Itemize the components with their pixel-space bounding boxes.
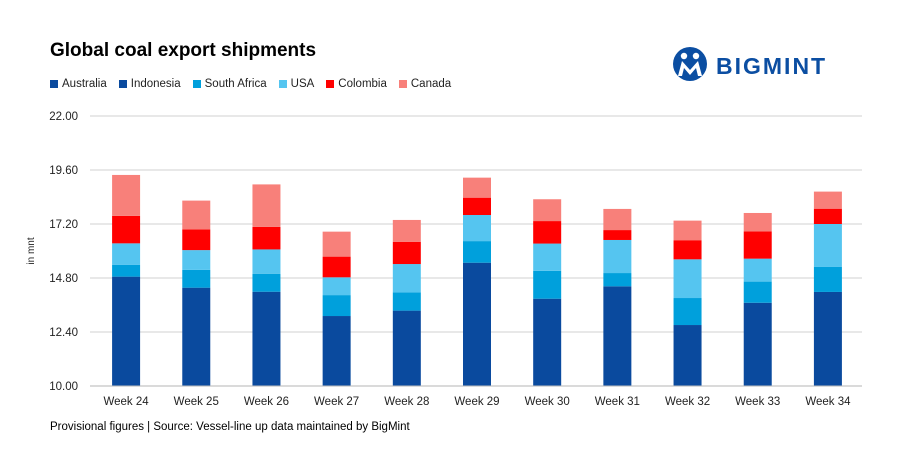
bar-segment-usa bbox=[533, 243, 562, 271]
source-note: Provisional figures | Source: Vessel-lin… bbox=[50, 421, 410, 433]
bar-segment-canada bbox=[813, 191, 842, 209]
bar-segment-south-africa bbox=[322, 295, 351, 317]
bar-segment-colombia bbox=[743, 231, 772, 259]
bar-segment-canada bbox=[392, 219, 421, 242]
y-tick-label: 14.80 bbox=[49, 273, 78, 285]
bar-segment-colombia bbox=[392, 241, 421, 265]
bar-segment-australia bbox=[673, 325, 702, 386]
legend-label: Canada bbox=[410, 78, 452, 90]
legend: Australia Indonesia South Africa USA Colombi… bbox=[50, 78, 451, 90]
bar-segment-colombia bbox=[182, 229, 211, 251]
x-tick-label: Week 25 bbox=[174, 396, 219, 408]
bar-segment-canada bbox=[182, 200, 211, 230]
bar-segment-south-africa bbox=[813, 266, 842, 292]
bar-segment-colombia bbox=[603, 230, 632, 240]
bar-segment-australia bbox=[533, 298, 562, 386]
legend-label: USA bbox=[290, 78, 315, 90]
x-tick-label: Week 31 bbox=[595, 396, 640, 408]
bar-segment-usa bbox=[112, 243, 141, 265]
bar-segment-colombia bbox=[673, 240, 702, 260]
bar-segment-usa bbox=[252, 249, 281, 274]
bar-segment-australia bbox=[463, 262, 491, 386]
bar-segment-south-africa bbox=[112, 264, 141, 277]
y-axis-label: in mnt bbox=[26, 237, 37, 264]
y-tick-label: 10.00 bbox=[49, 381, 78, 393]
bar-segment-south-africa bbox=[673, 298, 702, 326]
legend-swatch bbox=[278, 80, 287, 88]
y-tick-label: 19.60 bbox=[49, 165, 78, 177]
legend-label: South Africa bbox=[204, 78, 267, 90]
bar-segment-canada bbox=[603, 208, 632, 231]
logo-text: BIGMINT bbox=[716, 53, 827, 79]
legend-item-australia: Australia bbox=[50, 78, 107, 90]
legend-item-indonesia: Indonesia bbox=[118, 78, 181, 90]
bigmint-logo: BIGMINT bbox=[672, 46, 857, 87]
bar-segment-canada bbox=[463, 177, 491, 198]
legend-label: Australia bbox=[62, 78, 107, 90]
bar-segment-colombia bbox=[112, 215, 141, 244]
legend-item-usa: USA bbox=[278, 78, 315, 90]
bar-segment-colombia bbox=[463, 197, 491, 215]
bar-segment-australia bbox=[112, 276, 141, 386]
bar-segment-usa bbox=[463, 215, 491, 242]
x-tick-label: Week 27 bbox=[314, 396, 359, 408]
legend-label: Indonesia bbox=[130, 78, 181, 90]
bar-segment-south-africa bbox=[392, 292, 421, 311]
bar-segment-south-africa bbox=[743, 281, 772, 303]
bar-segment-south-africa bbox=[463, 241, 491, 263]
bar-segment-colombia bbox=[533, 221, 562, 244]
bar-segment-canada bbox=[322, 231, 351, 257]
bar-segment-south-africa bbox=[252, 273, 281, 292]
y-tick-label: 22.00 bbox=[49, 111, 78, 123]
x-tick-label: Week 26 bbox=[244, 396, 289, 408]
bar-segment-canada bbox=[533, 199, 562, 222]
legend-swatch bbox=[398, 80, 407, 88]
bar-segment-usa bbox=[392, 264, 421, 293]
bar-segment-australia bbox=[743, 302, 772, 386]
y-tick-label: 17.20 bbox=[49, 219, 78, 231]
bar-segment-colombia bbox=[813, 208, 842, 224]
bar-segment-colombia bbox=[322, 256, 351, 278]
legend-swatch bbox=[118, 80, 127, 88]
x-tick-label: Week 24 bbox=[103, 396, 149, 408]
legend-label: Colombia bbox=[338, 78, 387, 90]
bar-segment-canada bbox=[743, 212, 772, 232]
bar-segment-usa bbox=[322, 277, 351, 296]
bar-segment-australia bbox=[392, 310, 421, 386]
bar-segment-usa bbox=[603, 239, 632, 274]
bar-segment-australia bbox=[182, 287, 211, 386]
bar-segment-usa bbox=[813, 224, 842, 267]
bar-segment-canada bbox=[112, 174, 141, 216]
bar-segment-australia bbox=[252, 291, 281, 386]
y-tick-label: 12.40 bbox=[49, 327, 78, 339]
bar-segment-australia bbox=[813, 291, 842, 386]
bar-segment-usa bbox=[743, 258, 772, 282]
x-tick-label: Week 30 bbox=[525, 396, 570, 408]
x-tick-label: Week 34 bbox=[805, 396, 851, 408]
bar-segment-australia bbox=[603, 286, 632, 386]
bar-segment-canada bbox=[673, 220, 702, 241]
x-tick-label: Week 32 bbox=[665, 396, 710, 408]
bar-segment-south-africa bbox=[603, 273, 632, 287]
bar-segment-usa bbox=[182, 250, 211, 270]
chart-title: Global coal export shipments bbox=[50, 40, 317, 61]
legend-item-canada: Canada bbox=[398, 78, 452, 90]
legend-swatch bbox=[326, 80, 335, 88]
legend-swatch bbox=[192, 80, 201, 88]
legend-swatch bbox=[50, 80, 58, 88]
bar-segment-colombia bbox=[252, 226, 281, 250]
x-tick-label: Week 28 bbox=[384, 396, 429, 408]
legend-item-colombia: Colombia bbox=[326, 78, 387, 90]
x-tick-label: Week 29 bbox=[454, 396, 499, 408]
legend-item-south-africa: South Africa bbox=[192, 78, 267, 90]
bar-segment-usa bbox=[673, 259, 702, 299]
bar-segment-canada bbox=[252, 184, 281, 227]
bar-segment-south-africa bbox=[182, 269, 211, 288]
x-tick-label: Week 33 bbox=[735, 396, 780, 408]
bar-segment-south-africa bbox=[533, 270, 562, 299]
bar-segment-australia bbox=[322, 316, 351, 386]
